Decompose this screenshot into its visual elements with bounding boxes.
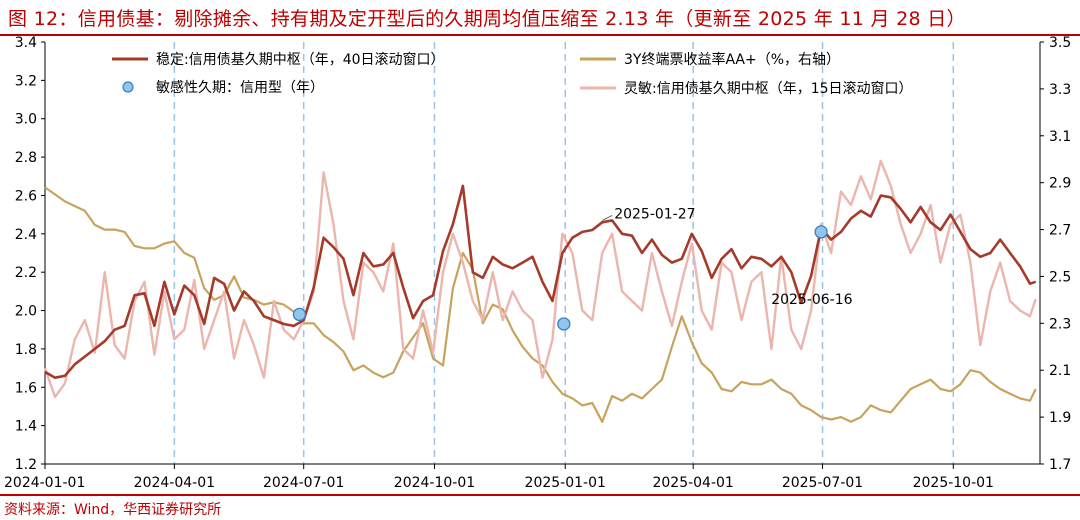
right-tick-label: 3.5 xyxy=(1049,35,1071,51)
x-tick-label: 2024-04-01 xyxy=(134,475,215,491)
legend-stable-label: 稳定:信用债基久期中枢（年，40日滚动窗口） xyxy=(156,51,445,68)
annotation-label: 2025-06-16 xyxy=(771,292,852,308)
left-tick-label: 1.8 xyxy=(15,342,37,358)
annotation-leader xyxy=(601,214,613,221)
legend-yield-label: 3Y终端票收益率AA+（%，右轴） xyxy=(624,51,840,68)
x-tick-label: 2025-10-01 xyxy=(913,475,994,491)
right-tick-label: 1.7 xyxy=(1049,457,1071,473)
axes: 1.2 1.4 1.6 1.8 2.0 2.2 2.4 2.6 2.8 3.0 3.2 3.4 1.7 1… xyxy=(4,35,1071,491)
right-tick-label: 2.5 xyxy=(1049,269,1071,285)
right-tick-label: 2.1 xyxy=(1049,363,1071,379)
legend-sensitive-label: 灵敏:信用债基久期中枢（年，15日滚动窗口） xyxy=(624,80,913,97)
left-tick-label: 2.2 xyxy=(15,265,37,281)
x-tick-label: 2024-01-01 xyxy=(4,475,85,491)
bottom-rule xyxy=(0,494,1080,496)
quarter-markers xyxy=(173,42,955,464)
line-chart: 1.2 1.4 1.6 1.8 2.0 2.2 2.4 2.6 2.8 3.0 3.2 3.4 1.7 1… xyxy=(4,35,1071,491)
x-tick-label: 2025-01-01 xyxy=(525,475,606,491)
legend-dots-label: 敏感性久期：信用型（年） xyxy=(156,79,324,96)
left-tick-label: 3.0 xyxy=(15,112,37,128)
legend: 稳定:信用债基久期中枢（年，40日滚动窗口） 3Y终端票收益率AA+（%，右轴） 敏… xyxy=(112,51,913,97)
left-tick-label: 1.4 xyxy=(15,419,37,435)
top-rule xyxy=(0,34,1080,36)
left-tick-label: 2.0 xyxy=(15,304,37,320)
x-tick-label: 2025-07-01 xyxy=(782,475,863,491)
left-tick-label: 3.4 xyxy=(15,35,37,51)
x-tick-label: 2024-10-01 xyxy=(394,475,475,491)
annotations: 2025-01-27 2025-06-16 xyxy=(601,206,853,308)
right-tick-label: 2.9 xyxy=(1049,176,1071,192)
sensitivity-dots xyxy=(292,225,828,331)
annotation-label: 2025-01-27 xyxy=(614,206,695,222)
right-tick-label: 3.3 xyxy=(1049,82,1071,98)
left-tick-label: 1.6 xyxy=(15,380,37,396)
legend-dots-swatch xyxy=(122,81,134,93)
left-tick-label: 2.6 xyxy=(15,188,37,204)
left-tick-label: 3.2 xyxy=(15,73,37,89)
series-lines xyxy=(43,159,1037,423)
stable-series-line xyxy=(44,184,1037,380)
right-tick-label: 1.9 xyxy=(1049,410,1071,426)
yield-series-line xyxy=(44,186,1037,423)
left-tick-label: 2.8 xyxy=(15,150,37,166)
sensitivity-dot xyxy=(292,307,307,322)
right-tick-label: 2.7 xyxy=(1049,223,1071,239)
sensitivity-dot xyxy=(814,225,828,239)
x-tick-label: 2024-07-01 xyxy=(263,475,344,491)
left-tick-label: 2.4 xyxy=(15,227,37,243)
right-tick-label: 3.1 xyxy=(1049,129,1071,145)
source-note: 资料来源：Wind，华西证券研究所 xyxy=(4,502,222,518)
figure-title: 图 12：信用债基：剔除摊余、持有期及定开型后的久期周均值压缩至 2.13 年（… xyxy=(8,8,966,30)
left-tick-label: 1.2 xyxy=(15,457,37,473)
right-tick-label: 2.3 xyxy=(1049,316,1071,332)
x-tick-label: 2025-04-01 xyxy=(652,475,733,491)
sensitivity-dot xyxy=(557,317,571,331)
sensitive-series-line xyxy=(43,159,1037,399)
